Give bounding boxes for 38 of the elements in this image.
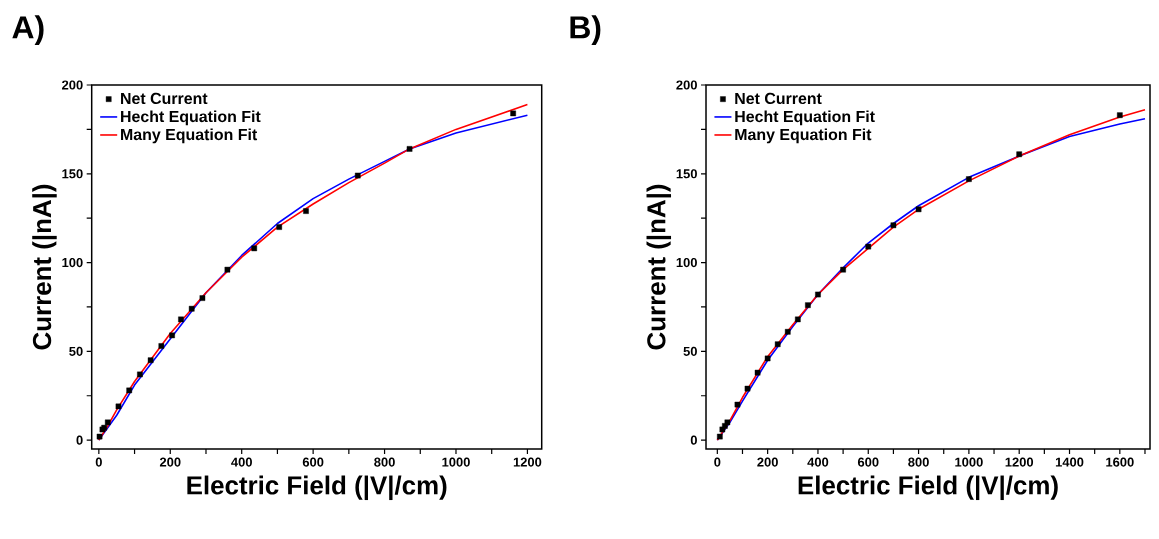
x-tick-label: 800 [908, 457, 929, 467]
y-axis-title: Current (|nA|) [646, 184, 672, 350]
x-tick-label: 1200 [513, 457, 542, 467]
y-tick-label: 50 [683, 346, 697, 356]
legend-label: Many Equation Fit [121, 128, 258, 144]
x-tick-label: 0 [95, 457, 102, 467]
x-tick-label: 0 [714, 457, 721, 467]
y-tick-label: 50 [69, 346, 83, 356]
x-axis-title: Electric Field (|V|/cm) [798, 475, 1058, 501]
legend-label: Net Current [121, 92, 208, 105]
chart-title: A) [12, 15, 44, 45]
x-tick-label: 600 [857, 457, 879, 467]
y-tick-label: 150 [62, 169, 83, 179]
legend-label: Hecht Equation Fit [121, 110, 261, 126]
y-tick-label: 0 [690, 435, 697, 445]
x-tick-label: 1200 [1005, 457, 1034, 467]
y-tick-label: 200 [676, 80, 697, 90]
y-tick-label: 200 [62, 80, 83, 90]
legend-label: Hecht Equation Fit [735, 110, 875, 126]
y-tick-label: 100 [62, 257, 83, 268]
x-tick-label: 400 [231, 457, 252, 467]
legend-label: Net Current [735, 92, 822, 105]
y-tick-label: 100 [676, 257, 697, 268]
x-tick-label: 1600 [1106, 457, 1134, 467]
x-tick-label: 200 [159, 457, 181, 467]
chart-title: B) [570, 15, 601, 45]
y-tick-label: 150 [676, 169, 697, 179]
x-tick-label: 200 [757, 457, 778, 467]
x-tick-label: 600 [302, 457, 324, 467]
x-tick-label: 400 [807, 457, 829, 467]
x-tick-label: 800 [374, 457, 395, 467]
x-tick-label: 1000 [442, 457, 470, 467]
x-tick-label: 1400 [1055, 457, 1084, 467]
y-axis-title: Current (|nA|) [32, 184, 57, 350]
y-tick-label: 0 [76, 435, 83, 445]
legend-label: Many Equation Fit [735, 128, 872, 144]
x-tick-label: 1000 [955, 457, 983, 467]
x-axis-title: Electric Field (|V|/cm) [187, 475, 447, 501]
